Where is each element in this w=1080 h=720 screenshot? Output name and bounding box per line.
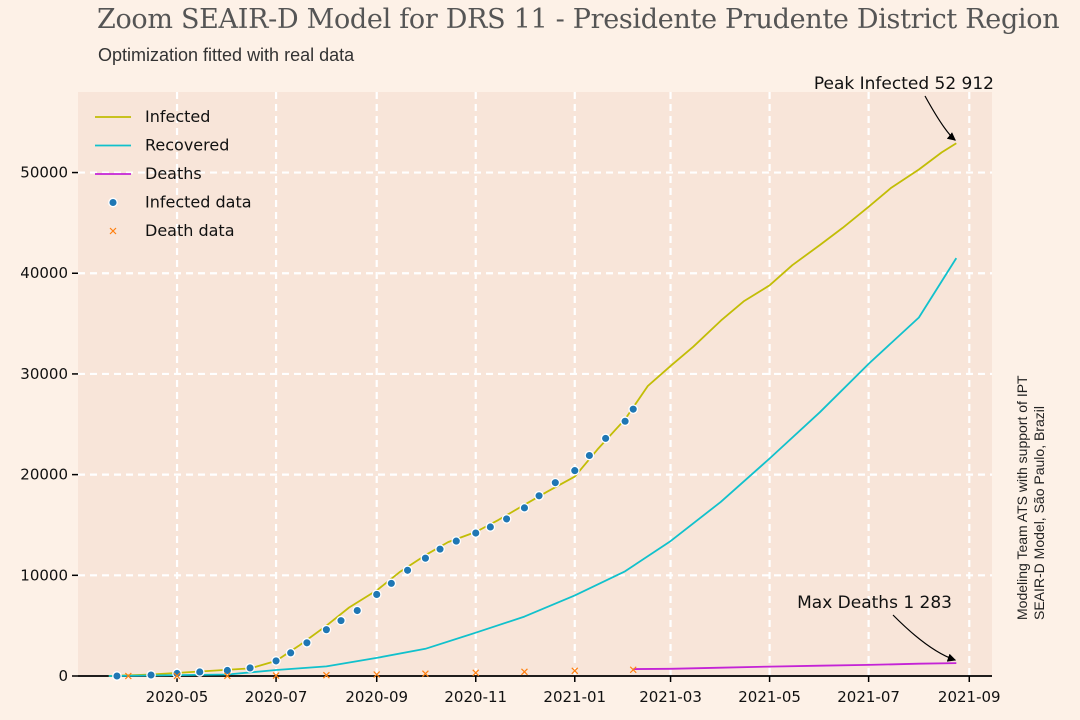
death-data-point <box>472 669 480 677</box>
infected-data-point <box>501 514 512 524</box>
infected-data-point <box>534 490 544 501</box>
y-tick-label: 10000 <box>20 566 68 584</box>
series-layer <box>108 142 958 681</box>
chart-subtitle: Optimization fitted with real data <box>98 45 355 65</box>
plot-area <box>78 92 992 676</box>
infected-data-point <box>302 637 312 648</box>
death-data-point <box>373 671 381 678</box>
infected-data-point <box>222 665 233 676</box>
infected-data-point <box>628 404 639 415</box>
series-line-recovered <box>108 257 958 677</box>
infected-data-point <box>146 670 156 680</box>
legend: Infected Recovered Deaths Infected data Deat… <box>95 107 252 240</box>
infected-data-point <box>485 522 496 532</box>
x-tick-label: 2020-09 <box>345 688 408 706</box>
series-line-deaths <box>633 662 957 670</box>
x-tick-label: 2021-03 <box>639 688 702 706</box>
death-data-point <box>521 668 528 676</box>
death-data-point <box>322 671 330 679</box>
legend-label: Infected <box>145 107 210 126</box>
legend-label: Death data <box>145 221 235 240</box>
infected-data-point <box>371 589 382 600</box>
infected-data-point <box>451 536 462 546</box>
legend-marker <box>109 227 117 235</box>
x-tick-label: 2020-05 <box>146 688 209 706</box>
y-tick-label: 30000 <box>20 365 68 383</box>
death-data-point <box>629 666 637 674</box>
infected-data-point <box>112 671 122 681</box>
x-tick-label: 2021-05 <box>738 688 801 706</box>
infected-data-point <box>245 663 255 673</box>
infected-data-point <box>435 544 445 554</box>
annotation-arrow <box>892 614 957 662</box>
death-data-point <box>223 672 231 680</box>
infected-data-point <box>321 624 332 635</box>
death-data-point <box>124 672 132 680</box>
x-tick-label: 2020-11 <box>444 688 507 706</box>
infected-data-point <box>336 615 346 626</box>
death-data-point <box>421 670 429 678</box>
credit-line-1: Modeling Team ATS with support of IPT <box>1014 375 1030 620</box>
infected-data-point <box>194 667 205 677</box>
death-data-point <box>272 672 280 680</box>
infected-data-point <box>172 668 182 679</box>
credit-line-2: SEAIR-D Model, São Paulo, Brazil <box>1031 406 1047 620</box>
axes: 2020-05 2020-07 2020-09 2020-11 2021-01 2021-… <box>20 164 1000 706</box>
annotation-label: Peak Infected 52 912 <box>814 74 994 94</box>
x-tick-label: 2021-09 <box>938 688 1001 706</box>
legend-label: Deaths <box>145 164 202 183</box>
y-tick-label: 20000 <box>20 466 68 484</box>
infected-data-point <box>519 502 530 513</box>
infected-data-point <box>285 647 296 658</box>
infected-data-point <box>271 656 281 666</box>
infected-data-point <box>420 553 431 564</box>
infected-data-point <box>470 528 481 538</box>
infected-data-point <box>569 465 580 476</box>
infected-data-point <box>352 605 363 616</box>
y-tick-label: 50000 <box>20 164 68 182</box>
credit-note: Modeling Team ATS with support of IPT SE… <box>1014 375 1048 620</box>
infected-data-point <box>620 416 630 427</box>
x-tick-label: 2021-07 <box>837 688 900 706</box>
y-tick-label: 0 <box>58 667 68 685</box>
infected-data-point <box>584 450 595 461</box>
y-tick-label: 40000 <box>20 264 68 282</box>
infected-data-point <box>402 565 413 576</box>
chart-title: Zoom SEAIR-D Model for DRS 11 - Presiden… <box>97 4 1060 35</box>
annotation-arrow <box>924 95 956 141</box>
death-data-point <box>173 672 181 680</box>
death-data-point <box>571 667 579 675</box>
annotations: Peak Infected 52 912 Max Deaths 1 283 <box>797 74 994 662</box>
grid-lines <box>78 92 992 676</box>
infected-data-point <box>550 477 561 488</box>
x-tick-label: 2020-07 <box>245 688 308 706</box>
infected-data-point <box>386 578 397 589</box>
legend-label: Infected data <box>145 193 252 212</box>
annotation-label: Max Deaths 1 283 <box>797 593 952 613</box>
legend-marker <box>108 197 118 208</box>
legend-label: Recovered <box>145 136 229 155</box>
x-tick-label: 2021-01 <box>543 688 606 706</box>
infected-data-point <box>600 433 611 444</box>
